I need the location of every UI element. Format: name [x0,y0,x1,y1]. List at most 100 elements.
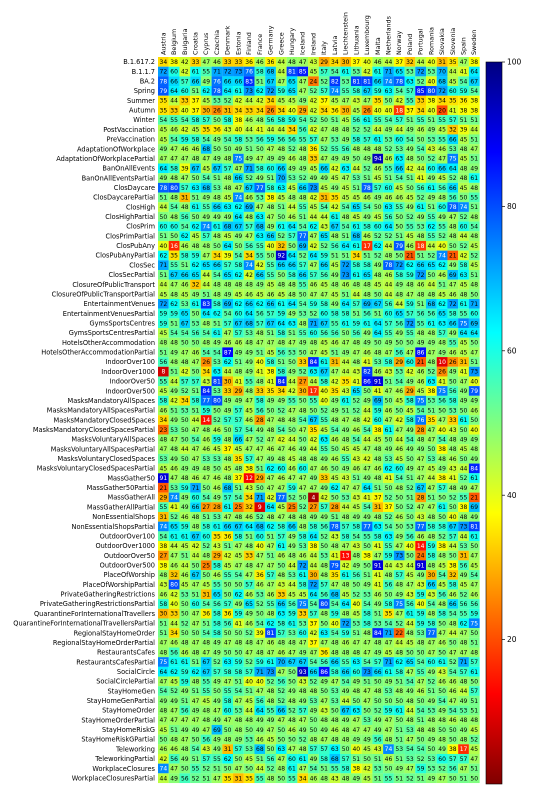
heatmap-cell [308,424,319,435]
row-label: B.1.1.7 [132,68,155,76]
cell-value: 48 [170,291,178,298]
cell-value: 68 [256,746,264,753]
cell-value: 47 [170,717,178,724]
heatmap-cell [458,502,469,513]
heatmap-cell [458,386,469,396]
heatmap-cell [361,492,373,503]
cell-value: 44 [310,553,318,560]
heatmap-cell [361,415,373,425]
cell-value: 47 [320,737,328,744]
heatmap-cell [458,105,469,116]
heatmap-cell [254,192,266,203]
cell-value: 44 [192,553,200,560]
cell-value: 49 [406,146,414,153]
row-label: Summer [127,97,155,105]
cell-value: 42 [267,495,275,502]
cell-value: 50 [385,98,393,105]
heatmap-cell [350,308,362,319]
cell-value: 48 [320,611,328,618]
heatmap-cell [383,473,394,483]
cell-value: 50 [277,272,285,279]
cell-value: 51 [170,320,178,327]
cell-value: 50 [460,194,468,201]
cell-value: 46 [320,466,328,473]
heatmap-cell [436,386,448,396]
heatmap-cell [340,473,352,483]
heatmap-cell [158,463,169,474]
heatmap-cell [404,95,416,106]
heatmap-cell [243,453,255,464]
cell-value: 55 [342,88,350,95]
heatmap-cell [318,144,330,154]
cell-value: 45 [438,562,446,569]
heatmap-cell [447,95,459,106]
cell-value: 50 [470,630,478,637]
cell-value: 52 [202,766,210,773]
cell-value: 78 [213,88,221,95]
heatmap-cell [447,444,459,454]
heatmap-cell [190,231,201,241]
heatmap-cell [361,453,373,464]
heatmap-cell [179,395,191,406]
heatmap-cell [393,105,405,116]
heatmap-cell [233,66,244,77]
heatmap-cell [243,95,255,106]
heatmap-cell [329,492,341,503]
heatmap-cell [233,211,244,222]
cell-value: 46 [374,466,382,473]
heatmap-cell [372,115,384,125]
cell-value: 45 [460,282,468,289]
cell-value: 48 [256,649,264,656]
cell-value: 57 [299,708,307,715]
cell-value: 42 [245,272,253,279]
cell-value: 44 [342,504,350,511]
cell-value: 48 [395,688,403,695]
cell-value: 58 [213,620,221,627]
heatmap-cell [404,376,416,387]
cell-value: 42 [342,562,350,569]
cell-value: 41 [331,553,339,560]
row-label: RegionalStayHomeOrder [74,629,156,637]
heatmap-cell [415,269,427,280]
cell-value: 45 [277,504,285,511]
cell-value: 50 [438,495,446,502]
cell-value: 49 [417,214,425,221]
heatmap-cell [190,357,201,367]
heatmap-cell [297,279,309,290]
cell-value: 49 [310,175,318,182]
cell-value: 63 [385,88,393,95]
heatmap-cell [361,163,373,174]
cell-value: 48 [224,175,232,182]
cell-value: 64 [267,504,275,511]
cell-value: 58 [235,136,243,143]
cell-value: 44 [170,543,178,550]
cell-value: 56 [299,127,307,134]
colorbar-tick-label: 20 [507,635,517,644]
heatmap-cell [308,502,319,513]
heatmap-cell [329,192,341,203]
cell-value: 45 [385,649,393,656]
heatmap-cell [383,57,394,67]
cell-value: 53 [428,136,436,143]
cell-value: 48 [299,746,307,753]
cell-value: 47 [363,446,371,453]
heatmap-cell [265,299,276,309]
heatmap-cell [383,463,394,474]
cell-value: 62 [256,301,264,308]
heatmap-cell [275,95,287,106]
cell-value: 72 [342,620,350,627]
column-label: Belgium [170,29,178,55]
cell-value: 51 [213,766,221,773]
cell-value: 54 [470,88,478,95]
heatmap-cell [372,192,384,203]
cell-value: 71 [256,495,264,502]
heatmap-cell [233,57,244,67]
cell-value: 44 [417,165,425,172]
cell-value: 47 [320,698,328,705]
heatmap-cell [383,134,394,145]
cell-value: 50 [470,543,478,550]
cell-value: 30 [299,388,307,395]
cell-value: 56 [417,185,425,192]
cell-value: 51 [170,369,178,376]
cell-value: 49 [460,572,468,579]
